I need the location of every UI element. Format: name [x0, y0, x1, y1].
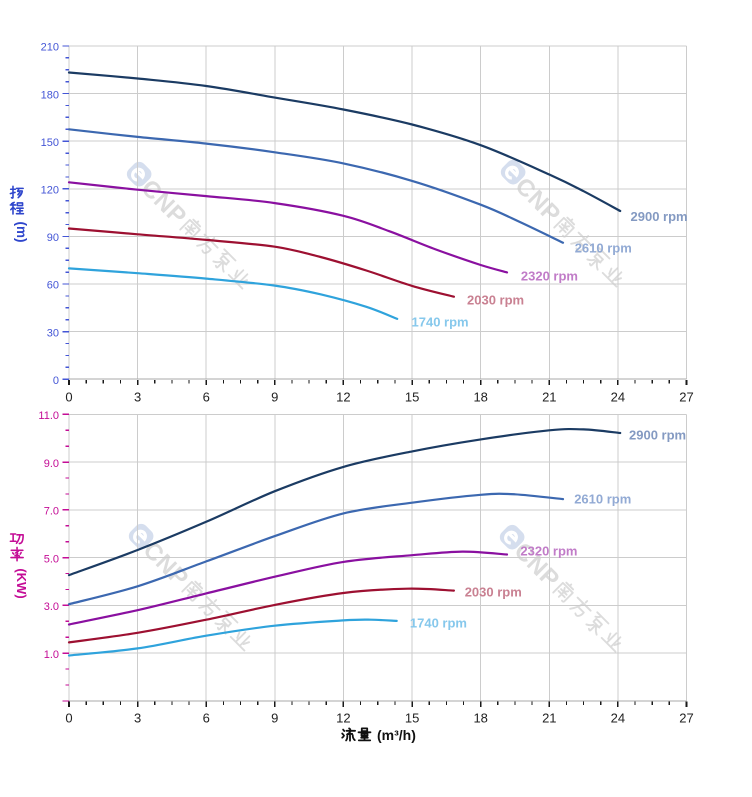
svg-text:180: 180 — [41, 89, 59, 101]
svg-text:12: 12 — [336, 389, 350, 404]
svg-text:0: 0 — [65, 711, 72, 726]
svg-text:2320 rpm: 2320 rpm — [520, 544, 577, 559]
svg-text:27: 27 — [679, 389, 693, 404]
svg-text:6: 6 — [203, 711, 210, 726]
svg-text:24: 24 — [611, 711, 625, 726]
svg-text:0: 0 — [53, 375, 59, 387]
svg-text:7.0: 7.0 — [44, 506, 59, 518]
svg-text:210: 210 — [41, 42, 59, 54]
svg-text:2320 rpm: 2320 rpm — [521, 269, 578, 284]
svg-text:2610 rpm: 2610 rpm — [575, 241, 632, 256]
svg-text:12: 12 — [336, 711, 350, 726]
svg-text:15: 15 — [405, 389, 419, 404]
svg-text:9.0: 9.0 — [44, 458, 59, 470]
svg-text:(KW): (KW) — [14, 568, 29, 598]
svg-text:24: 24 — [611, 389, 625, 404]
svg-text:3: 3 — [134, 711, 141, 726]
svg-text:3.0: 3.0 — [44, 601, 59, 613]
svg-text:2030 rpm: 2030 rpm — [465, 585, 522, 600]
svg-text:6: 6 — [203, 389, 210, 404]
svg-text:1740 rpm: 1740 rpm — [410, 616, 467, 631]
svg-text:1740 rpm: 1740 rpm — [412, 315, 469, 330]
svg-text:2610 rpm: 2610 rpm — [574, 492, 631, 507]
svg-text:15: 15 — [405, 711, 419, 726]
svg-text:18: 18 — [473, 389, 487, 404]
svg-text:120: 120 — [41, 185, 59, 197]
svg-text:11.0: 11.0 — [38, 410, 59, 422]
svg-text:2900 rpm: 2900 rpm — [629, 428, 686, 443]
svg-text:2900 rpm: 2900 rpm — [631, 209, 688, 224]
svg-text:1.0: 1.0 — [44, 649, 59, 661]
svg-text:90: 90 — [47, 232, 59, 244]
svg-text:5.0: 5.0 — [44, 553, 59, 565]
svg-text:(m³/h): (m³/h) — [377, 727, 416, 743]
svg-text:(m): (m) — [14, 222, 29, 243]
svg-text:18: 18 — [473, 711, 487, 726]
svg-text:9: 9 — [271, 389, 278, 404]
svg-text:21: 21 — [542, 711, 556, 726]
svg-text:3: 3 — [134, 389, 141, 404]
svg-text:30: 30 — [47, 327, 59, 339]
svg-text:27: 27 — [679, 711, 693, 726]
svg-text:21: 21 — [542, 389, 556, 404]
svg-text:2030 rpm: 2030 rpm — [467, 293, 524, 308]
svg-text:9: 9 — [271, 711, 278, 726]
svg-text:150: 150 — [41, 137, 59, 149]
svg-text:60: 60 — [47, 280, 59, 292]
svg-text:0: 0 — [65, 389, 72, 404]
